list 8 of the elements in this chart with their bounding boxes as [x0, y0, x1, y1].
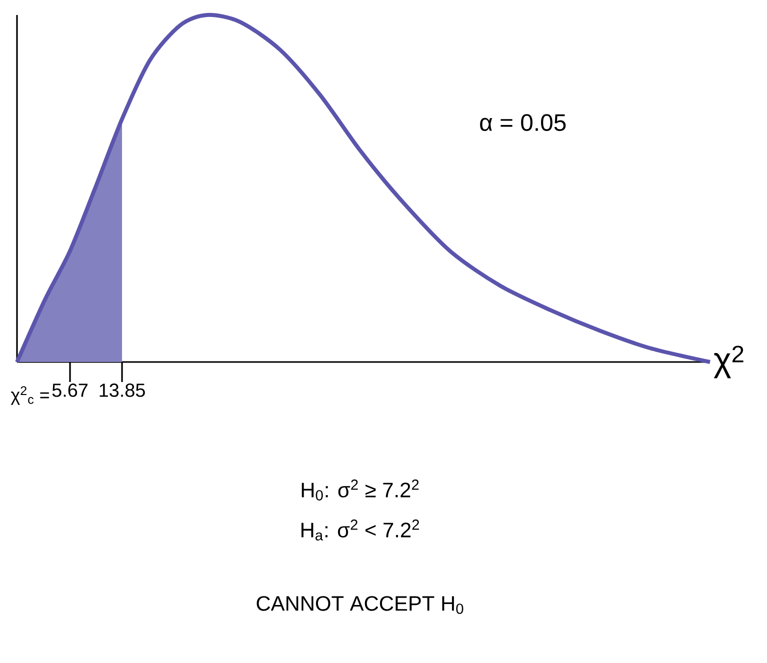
- text: H$_{a}$: σ$^{2}$ < 7.2$^{2}$: [302, 520, 419, 540]
- text: CANNOT ACCEPT H$_{0}$: [256, 596, 464, 614]
- annotation: α = 0.05: [480, 114, 566, 132]
- x-tick-label: 5.67: [52, 384, 88, 397]
- text: H$_{0}$: σ$^{2}$ ≥ 7.2$^{2}$: [302, 480, 419, 500]
- x-tick-label: 13.85: [100, 384, 145, 397]
- x-axis-title: χ$^{2}$: [714, 346, 744, 378]
- text: χ$^{2}$$_{c}$ =: [10, 386, 49, 405]
